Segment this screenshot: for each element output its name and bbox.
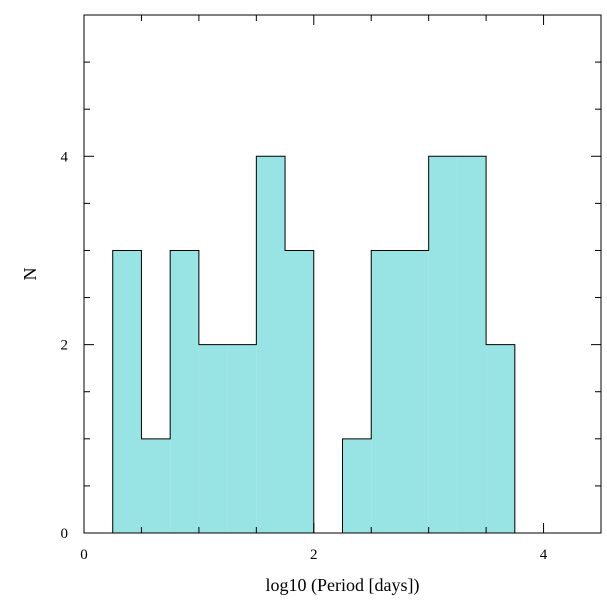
histogram-bar — [342, 438, 372, 533]
y-tick-label: 0 — [61, 526, 69, 542]
y-tick-label: 4 — [61, 149, 69, 165]
y-axis-label: N — [20, 268, 40, 281]
histogram-bar — [428, 156, 458, 534]
histogram-bar — [371, 250, 400, 534]
histogram-bar — [141, 438, 171, 533]
x-tick-labels: 0 2 4 — [80, 547, 548, 563]
histogram-bar — [256, 156, 286, 534]
y-tick-label: 2 — [61, 338, 69, 354]
plot-frame — [83, 14, 602, 534]
x-tick-label: 0 — [80, 547, 88, 563]
histogram-outline — [112, 155, 601, 534]
x-axis-label: log10 (Period [days]) — [266, 575, 420, 596]
histogram-bar — [198, 344, 228, 533]
x-tick-label: 4 — [540, 547, 548, 563]
histogram-bar — [486, 344, 515, 533]
axis-ticks — [83, 14, 602, 534]
y-tick-labels: 0 2 4 — [61, 149, 69, 542]
bars-layer — [112, 156, 515, 534]
histogram-bar — [457, 156, 487, 534]
histogram-bar — [112, 250, 142, 534]
histogram-bar — [170, 250, 199, 534]
histogram-bar — [285, 250, 314, 534]
histogram-bar — [399, 250, 429, 534]
histogram-bar — [227, 344, 257, 533]
x-tick-label: 2 — [310, 547, 318, 563]
